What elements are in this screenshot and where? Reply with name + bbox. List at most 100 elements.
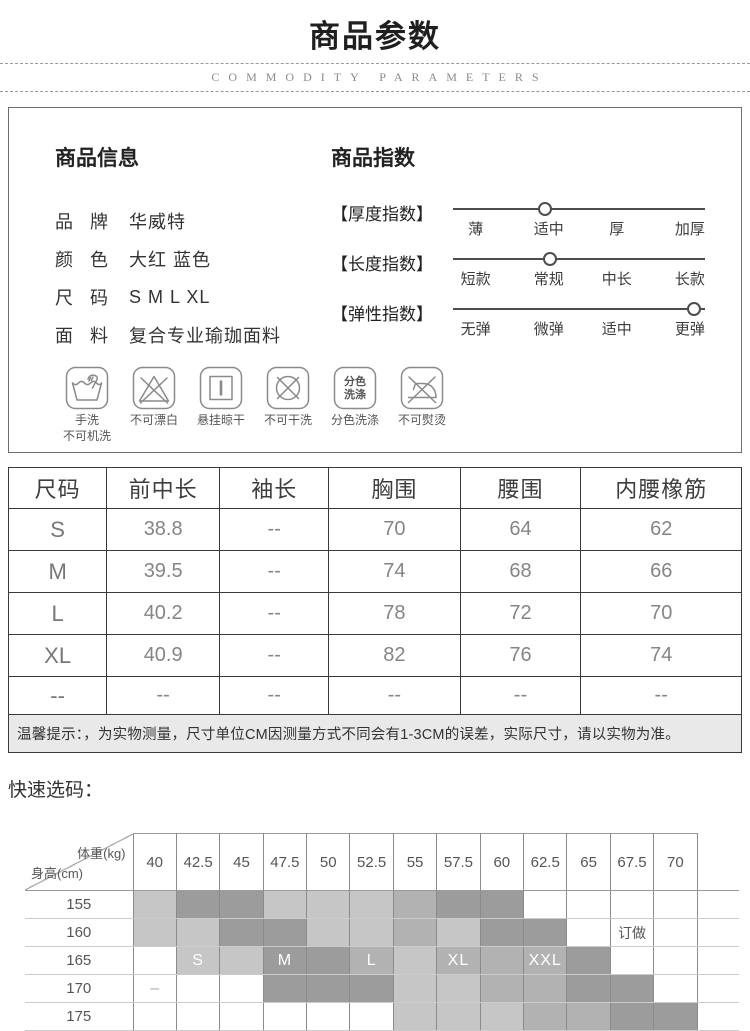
elasticity-index-slider: 【弹性指数】 无弹 微弹 适中 更弹 — [331, 299, 731, 349]
grid-cell — [523, 1002, 568, 1031]
height-row-label: 175 — [25, 1002, 133, 1031]
size-value-cell: 40.9 — [106, 634, 221, 677]
quick-grid-row: 165 S M L XL XXL — [25, 946, 740, 975]
size-zone-cell: 订做 — [609, 918, 655, 947]
index-label: 【长度指数】 — [331, 255, 433, 274]
index-section-title: 商品指数 — [331, 147, 415, 170]
size-table-header-cell: 腰围 — [459, 467, 582, 509]
weight-column-header: 70 — [653, 833, 698, 891]
grid-filler — [697, 946, 740, 975]
size-value-cell: -- — [580, 676, 742, 715]
slider-option-label: 微弹 — [533, 321, 564, 338]
care-item-color-separate: 分色 洗涤 分色洗涤 — [331, 366, 379, 444]
grid-filler — [697, 918, 740, 947]
grid-cell — [306, 918, 351, 947]
height-row-label: 160 — [25, 918, 133, 947]
grid-cell — [175, 974, 221, 1003]
quick-grid-row: 160 订做 — [25, 918, 740, 947]
grid-cell — [523, 974, 568, 1003]
size-value-cell: 78 — [328, 592, 461, 635]
size-table-row: S 38.8 -- 70 64 62 — [7, 508, 742, 551]
grid-cell — [349, 974, 394, 1003]
grid-cell — [479, 974, 525, 1003]
grid-cell — [392, 890, 438, 919]
care-item-no-dry-clean: 不可干洗 — [264, 366, 313, 444]
care-label: 手洗 不可机洗 — [63, 413, 112, 443]
size-table-row: -- -- -- -- -- -- — [7, 676, 742, 715]
grid-cell — [653, 1002, 698, 1031]
grid-cell — [262, 890, 308, 919]
height-row-label: 155 — [25, 890, 133, 919]
length-index-slider: 【长度指数】 短款 常规 中长 长款 — [331, 249, 731, 299]
grid-cell — [479, 1002, 525, 1031]
field-fabric: 面料 复合专业瑜珈面料 — [55, 316, 325, 354]
svg-text:分色: 分色 — [344, 374, 366, 388]
quick-pick-title: 快速选码： — [8, 780, 104, 801]
size-value-cell: 66 — [580, 550, 742, 593]
tip-row: 温馨提示：，为实物测量，尺寸单位CM因测量方式不同会有1-3CM的误差，实际尺寸… — [8, 714, 742, 753]
weight-column-header: 67.5 — [609, 833, 655, 891]
subtitle-band: COMMODITY PARAMETERS — [0, 63, 750, 92]
grid-cell — [609, 974, 655, 1003]
grid-cell — [523, 918, 568, 947]
weight-column-header: 60 — [479, 833, 525, 891]
info-section-title: 商品信息 — [55, 147, 139, 170]
grid-cell — [392, 974, 438, 1003]
slider-track: 无弹 微弹 适中 更弹 — [453, 299, 705, 349]
slider-option-label: 更弹 — [674, 321, 705, 338]
product-index-section: 商品指数 【厚度指数】 薄适中厚加厚 【长度指数】 短款 常规 中长 长款 【弹性指数… — [331, 142, 731, 349]
size-value-cell: 76 — [459, 634, 582, 677]
grid-cell — [653, 918, 698, 947]
slider-option-label: 厚 — [609, 221, 625, 238]
size-value-cell: -- — [219, 550, 330, 593]
slider-track: 短款 常规 中长 长款 — [453, 249, 705, 299]
field-size: 尺码 S M L XL — [55, 278, 325, 316]
size-value-cell: -- — [219, 634, 330, 677]
size-value-cell: -- — [219, 676, 330, 715]
color-separate-icon: 分色 洗涤 — [333, 366, 377, 410]
slider-option-label: 中长 — [601, 271, 632, 288]
slider-option-label: 短款 — [460, 271, 491, 288]
field-value: S M L XL — [129, 286, 211, 307]
grid-filler — [697, 1002, 740, 1031]
size-value-cell: 64 — [459, 508, 582, 551]
size-value-cell: 82 — [328, 634, 461, 677]
field-value: 华威特 — [129, 212, 186, 232]
grid-cell — [479, 890, 525, 919]
grid-filler — [697, 890, 740, 919]
grid-cell — [306, 1002, 351, 1031]
hang-dry-icon — [199, 366, 243, 410]
slider-option-label: 加厚 — [674, 221, 705, 238]
product-info-box: 商品信息 品牌 华威特 颜色 大红 蓝色 尺码 S M L XL 面料 复合专业… — [8, 107, 742, 453]
hand-wash-icon — [65, 366, 109, 410]
size-zone-cell: XL — [436, 946, 481, 975]
grid-cell — [219, 974, 264, 1003]
care-icons-row: 手洗 不可机洗 不可漂白 悬挂晾干 — [9, 366, 446, 444]
grid-cell — [262, 1002, 308, 1031]
weight-column-header: 40 — [132, 833, 177, 891]
info-fields: 品牌 华威特 颜色 大红 蓝色 尺码 S M L XL 面料 复合专业瑜珈面料 — [55, 202, 325, 354]
grid-cell — [566, 918, 611, 947]
weight-column-header: 42.5 — [175, 833, 221, 891]
grid-cell — [436, 890, 481, 919]
field-color: 颜色 大红 蓝色 — [55, 240, 325, 278]
care-item-no-iron: 不可熨烫 — [398, 366, 446, 444]
grid-cell — [479, 918, 525, 947]
grid-cell — [566, 946, 611, 975]
care-label: 不可干洗 — [264, 413, 313, 427]
quick-pick-grid: 体重(kg) 身高(cm) 40 42.5 45 47.5 50 52.5 55 57.5 60 62… — [25, 833, 740, 1031]
grid-cell — [262, 974, 308, 1003]
grid-cell — [392, 918, 438, 947]
field-label: 面料 — [55, 326, 125, 346]
care-item-no-bleach: 不可漂白 — [130, 366, 178, 444]
field-brand: 品牌 华威特 — [55, 202, 325, 240]
grid-cell — [609, 1002, 655, 1031]
diagonal-axis-cell: 体重(kg) 身高(cm) — [25, 833, 133, 891]
size-label-cell: S — [7, 508, 108, 551]
grid-cell — [392, 946, 438, 975]
size-zone-cell: M — [262, 946, 308, 975]
size-table-header-row: 尺码 前中长 袖长 胸围 腰围 内腰橡筋 — [7, 467, 742, 509]
grid-cell — [262, 918, 308, 947]
grid-cell — [653, 890, 698, 919]
size-table-header-cell: 尺码 — [7, 467, 108, 509]
